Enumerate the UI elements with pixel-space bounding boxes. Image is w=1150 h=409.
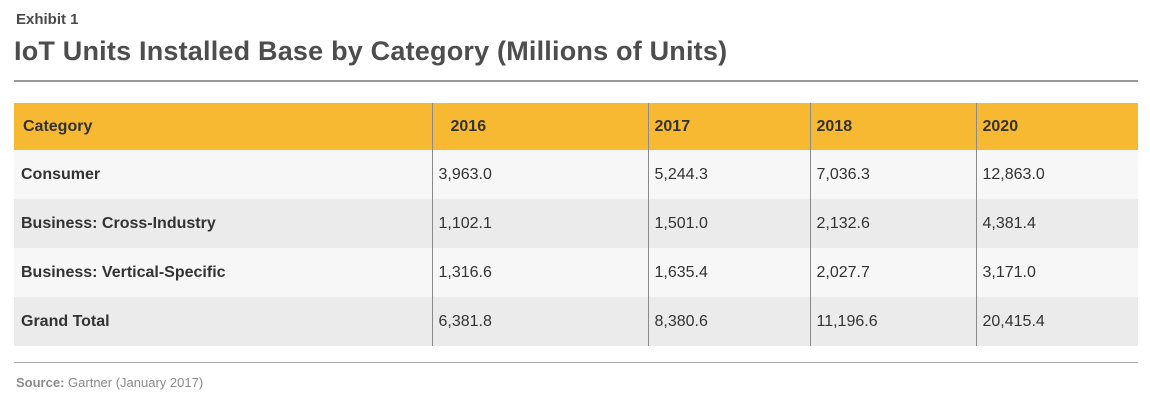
source-label: Source: xyxy=(16,375,65,390)
source-text: Gartner (January 2017) xyxy=(68,375,204,390)
table-cell: 3,963.0 xyxy=(431,150,648,199)
table-cell: 20,415.4 xyxy=(975,297,1138,346)
row-label: Business: Cross-Industry xyxy=(14,199,432,248)
table-row: Grand Total 6,381.8 8,380.6 11,196.6 20,… xyxy=(14,297,1138,346)
header-cell-2020: 2020 xyxy=(975,103,1138,150)
table-header: Category 2016 2017 2018 2020 xyxy=(14,103,1138,150)
table-cell: 7,036.3 xyxy=(809,150,976,199)
table-header-row: Category 2016 2017 2018 2020 xyxy=(14,103,1138,150)
row-label: Grand Total xyxy=(14,297,432,346)
header-cell-2016: 2016 xyxy=(431,103,648,150)
table-cell: 12,863.0 xyxy=(975,150,1138,199)
source-divider xyxy=(14,362,1138,363)
table-cell: 1,635.4 xyxy=(647,248,810,297)
table-cell: 8,380.6 xyxy=(647,297,810,346)
row-label: Consumer xyxy=(14,150,432,199)
table-cell: 4,381.4 xyxy=(975,199,1138,248)
table-cell: 2,132.6 xyxy=(809,199,976,248)
header-cell-2017: 2017 xyxy=(647,103,810,150)
table-cell: 1,501.0 xyxy=(647,199,810,248)
table-row: Consumer 3,963.0 5,244.3 7,036.3 12,863.… xyxy=(14,150,1138,199)
data-table-container: Category 2016 2017 2018 2020 Consumer 3,… xyxy=(14,103,1138,346)
data-table: Category 2016 2017 2018 2020 Consumer 3,… xyxy=(14,103,1138,346)
table-cell: 1,316.6 xyxy=(431,248,648,297)
header-cell-2018: 2018 xyxy=(809,103,976,150)
table-cell: 2,027.7 xyxy=(809,248,976,297)
table-cell: 1,102.1 xyxy=(431,199,648,248)
table-row: Business: Vertical-Specific 1,316.6 1,63… xyxy=(14,248,1138,297)
row-label: Business: Vertical-Specific xyxy=(14,248,432,297)
exhibit-label: Exhibit 1 xyxy=(16,11,79,28)
table-cell: 5,244.3 xyxy=(647,150,810,199)
table-cell: 3,171.0 xyxy=(975,248,1138,297)
header-cell-category: Category xyxy=(14,103,432,150)
table-body: Consumer 3,963.0 5,244.3 7,036.3 12,863.… xyxy=(14,150,1138,346)
table-cell: 6,381.8 xyxy=(431,297,648,346)
source-note: Source: Gartner (January 2017) xyxy=(16,375,203,390)
title-divider xyxy=(14,80,1138,82)
table-row: Business: Cross-Industry 1,102.1 1,501.0… xyxy=(14,199,1138,248)
table-cell: 11,196.6 xyxy=(809,297,976,346)
chart-title: IoT Units Installed Base by Category (Mi… xyxy=(14,36,728,66)
